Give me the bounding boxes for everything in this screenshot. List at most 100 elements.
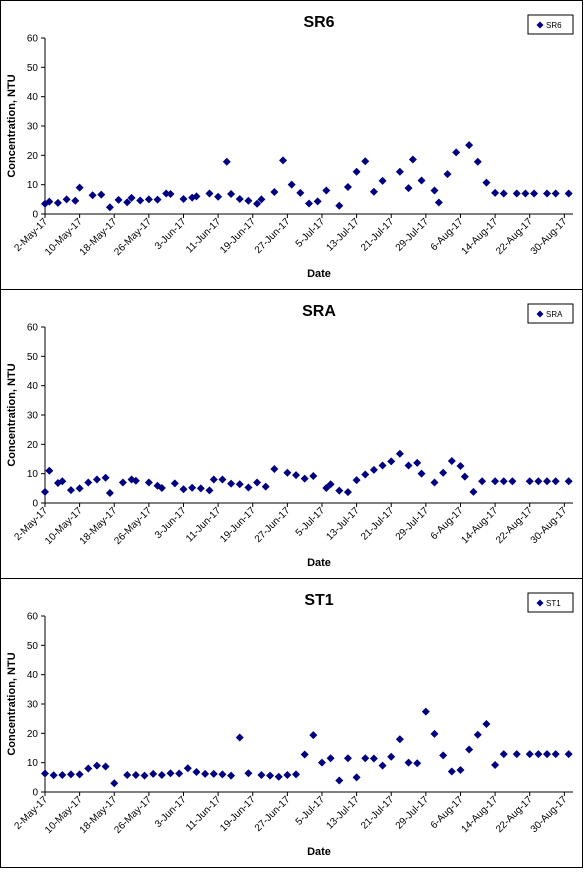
data-point-sr6 — [512, 189, 521, 198]
x-tick-label: 3-Jun-17 — [153, 216, 189, 252]
data-point-st1 — [92, 761, 101, 770]
data-point-sra — [292, 471, 301, 480]
y-tick-label: 50 — [27, 641, 39, 652]
data-point-st1 — [534, 750, 543, 759]
x-tick-label: 26-May-17 — [112, 505, 154, 547]
data-point-sra — [478, 477, 487, 486]
data-point-sra — [395, 449, 404, 458]
x-tick-label: 27-Jun-17 — [253, 505, 293, 545]
data-point-sr6 — [53, 198, 62, 207]
data-point-sr6 — [343, 183, 352, 192]
data-point-sra — [45, 466, 54, 475]
data-point-sra — [369, 465, 378, 474]
data-point-sr6 — [482, 178, 491, 187]
x-tick-label: 3-Jun-17 — [153, 505, 189, 541]
data-point-sr6 — [192, 192, 201, 201]
x-tick-label: 29-Jul-17 — [394, 505, 432, 543]
data-point-sr6 — [352, 167, 361, 176]
data-point-st1 — [551, 750, 560, 759]
y-tick-label: 50 — [27, 352, 39, 363]
data-point-sra — [387, 457, 396, 466]
data-point-st1 — [499, 750, 508, 759]
x-tick-label: 19-Jun-17 — [218, 505, 258, 545]
data-point-sr6 — [123, 198, 132, 207]
data-point-sr6 — [473, 157, 482, 166]
data-point-sr6 — [335, 201, 344, 210]
chart-title: ST1 — [304, 592, 333, 609]
data-point-sra — [439, 468, 448, 477]
data-point-sr6 — [564, 189, 573, 198]
data-point-sra — [118, 478, 127, 487]
x-tick-label: 11-Jun-17 — [184, 794, 223, 833]
chart-panel-sra: SRA 0 10 20 30 40 50 60 2-May-17 10-May-17 18-May-… — [0, 289, 583, 579]
y-tick-label: 40 — [27, 381, 39, 392]
data-point-sra — [157, 484, 166, 493]
data-point-st1 — [123, 770, 132, 779]
x-tick-label: 5-Jul-17 — [294, 505, 328, 539]
x-tick-label: 19-Jun-17 — [218, 216, 258, 256]
data-point-sra — [283, 468, 292, 477]
data-point-sr6 — [75, 183, 84, 192]
data-point-sra — [322, 484, 331, 493]
y-tick-label: 30 — [27, 122, 39, 133]
data-point-sr6 — [322, 186, 331, 195]
y-tick-label: 0 — [32, 788, 38, 799]
data-point-sra — [179, 485, 188, 494]
legend-label: SRA — [546, 310, 563, 319]
data-point-sra — [326, 480, 335, 489]
data-point-st1 — [525, 750, 534, 759]
legend-marker-diamond-icon — [536, 21, 544, 29]
data-point-st1 — [41, 769, 49, 778]
data-point-sra — [508, 477, 517, 486]
data-point-sr6 — [287, 180, 296, 189]
data-point-sr6 — [465, 141, 474, 150]
y-tick-label: 30 — [27, 700, 39, 711]
data-point-st1 — [149, 769, 158, 778]
y-axis-title: Concentration, NTU — [6, 74, 18, 177]
y-tick-label: 20 — [27, 440, 39, 451]
data-point-sra — [105, 489, 114, 498]
legend: SRA — [527, 303, 574, 324]
x-tick-label: 3-Jun-17 — [153, 794, 189, 830]
data-point-sra — [300, 474, 309, 483]
chart-svg-sr6: SR601020304050602-May-1710-May-1718-May-… — [6, 14, 574, 280]
data-point-sr6 — [235, 195, 244, 204]
data-point-sr6 — [361, 157, 370, 166]
data-point-st1 — [58, 770, 67, 779]
data-point-sra — [188, 483, 197, 492]
data-point-sr6 — [430, 186, 439, 195]
data-point-sra — [253, 478, 262, 487]
y-tick-label: 40 — [27, 670, 39, 681]
data-point-st1 — [512, 750, 521, 759]
data-point-st1 — [166, 769, 175, 778]
data-point-sr6 — [404, 184, 413, 193]
x-tick-label: 13-Jul-17 — [324, 794, 362, 832]
data-point-sr6 — [270, 188, 279, 196]
x-tick-label: 5-Jul-17 — [294, 794, 328, 828]
data-point-st1 — [439, 751, 448, 760]
y-axis-title: Concentration, NTU — [6, 652, 18, 755]
data-point-sr6 — [417, 176, 426, 185]
data-point-st1 — [183, 764, 192, 773]
y-tick-label: 60 — [27, 323, 39, 334]
data-point-sra — [75, 484, 84, 493]
data-point-st1 — [387, 752, 396, 761]
y-tick-label: 0 — [32, 210, 38, 221]
data-point-sra — [564, 477, 573, 486]
x-tick-label: 30-Aug-17 — [529, 216, 570, 257]
y-tick-label: 60 — [27, 34, 39, 45]
data-point-sra — [92, 475, 101, 484]
data-point-sra — [378, 461, 387, 470]
data-point-st1 — [430, 729, 439, 738]
data-point-sr6 — [369, 187, 378, 196]
data-point-st1 — [378, 761, 387, 770]
data-point-sra — [144, 478, 153, 487]
data-point-st1 — [175, 769, 184, 778]
y-axis-title: Concentration, NTU — [6, 363, 18, 466]
data-point-sra — [227, 479, 236, 488]
data-point-sr6 — [222, 157, 231, 166]
data-point-sra — [205, 486, 214, 495]
data-point-st1 — [66, 770, 75, 779]
data-point-st1 — [300, 750, 309, 759]
data-point-sr6 — [97, 190, 106, 199]
